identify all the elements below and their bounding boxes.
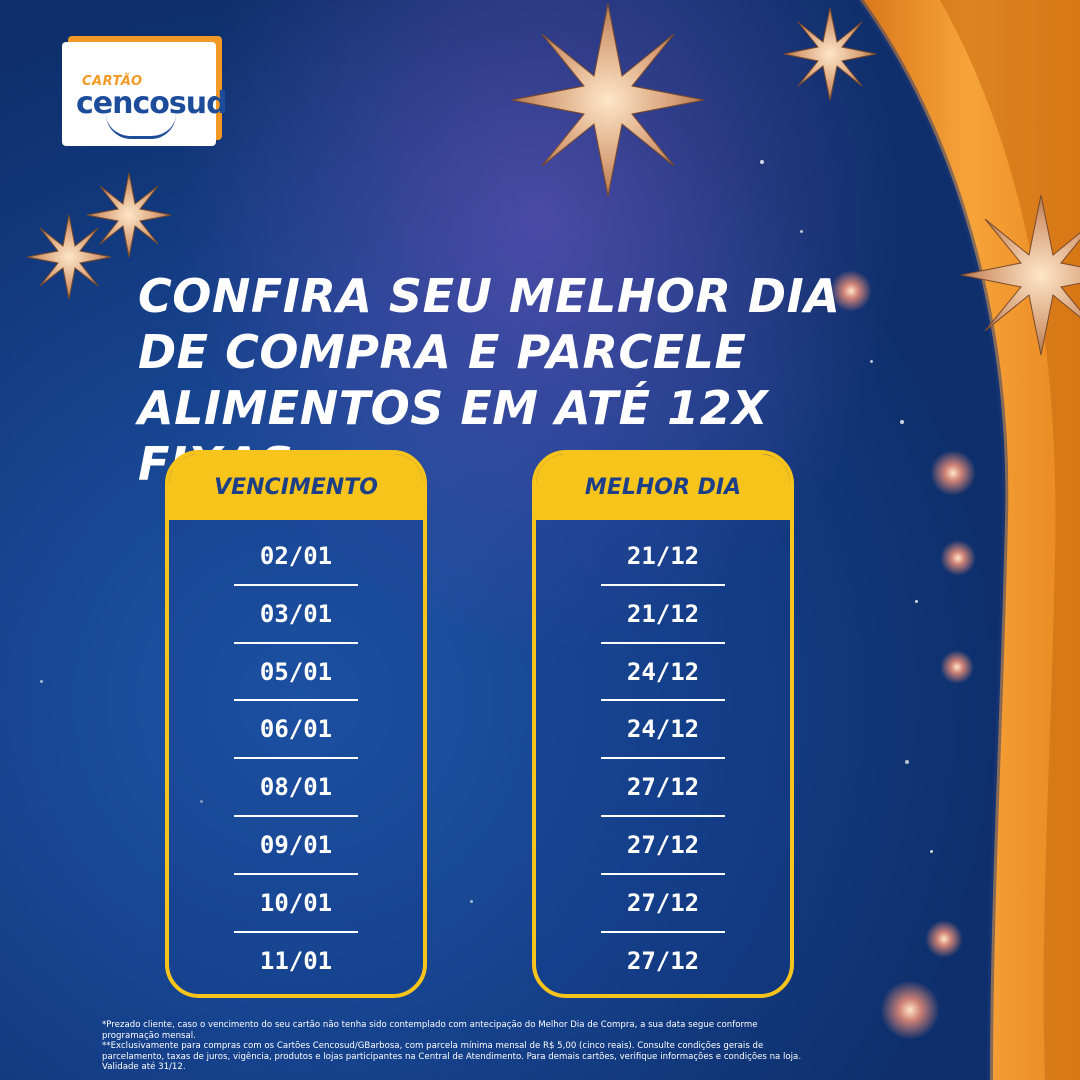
melhor-dia-date: 24/12 xyxy=(626,657,700,686)
disclaimer-line-1: *Prezado cliente, caso o vencimento do s… xyxy=(102,1020,758,1041)
list-item: 24/12 xyxy=(536,654,790,712)
list-item: 21/12 xyxy=(536,596,790,654)
vencimento-date: 09/01 xyxy=(259,830,333,859)
star-ornament-icon xyxy=(86,172,172,258)
cartao-cencosud-logo: CARTÃO cencosud xyxy=(62,42,228,146)
list-item: 27/12 xyxy=(536,827,790,885)
logo-cartao-text: CARTÃO xyxy=(82,74,143,89)
vencimento-list: 02/01 03/01 05/01 06/01 08/01 09/01 10/0… xyxy=(169,538,423,994)
vencimento-date: 10/01 xyxy=(259,888,333,917)
sparkle-icon xyxy=(900,420,904,424)
vencimento-date: 03/01 xyxy=(259,599,333,628)
melhor-dia-date: 21/12 xyxy=(626,599,700,628)
list-item: 11/01 xyxy=(169,943,423,994)
row-divider xyxy=(601,583,725,586)
melhor-dia-date: 27/12 xyxy=(626,888,700,917)
star-ornament-icon xyxy=(783,7,877,101)
list-item: 10/01 xyxy=(169,885,423,943)
vencimento-date: 11/01 xyxy=(259,946,333,975)
light-glow xyxy=(940,540,976,576)
list-item: 05/01 xyxy=(169,654,423,712)
light-glow xyxy=(880,980,940,1040)
list-item: 03/01 xyxy=(169,596,423,654)
melhor-dia-list: 21/12 21/12 24/12 24/12 27/12 27/12 27/1… xyxy=(536,538,790,994)
sparkle-icon xyxy=(470,900,473,903)
sparkle-icon xyxy=(800,230,803,233)
list-item: 02/01 xyxy=(169,538,423,596)
row-divider xyxy=(234,757,358,760)
melhor-dia-date: 27/12 xyxy=(626,830,700,859)
vencimento-date: 05/01 xyxy=(259,657,333,686)
melhor-dia-panel: MELHOR DIA 21/12 21/12 24/12 24/12 27/12… xyxy=(532,450,794,998)
vencimento-header: VENCIMENTO xyxy=(169,454,423,520)
row-divider xyxy=(601,757,725,760)
vencimento-date: 08/01 xyxy=(259,773,333,802)
list-item: 08/01 xyxy=(169,769,423,827)
sparkle-icon xyxy=(930,850,933,853)
list-item: 24/12 xyxy=(536,711,790,769)
light-glow xyxy=(925,920,963,958)
sparkle-icon xyxy=(915,600,918,603)
row-divider xyxy=(234,641,358,644)
melhor-dia-date: 27/12 xyxy=(626,773,700,802)
star-ornament-icon xyxy=(960,194,1080,356)
row-divider xyxy=(601,641,725,644)
row-divider xyxy=(601,814,725,817)
row-divider xyxy=(234,814,358,817)
disclaimer-line-2: **Exclusivamente para compras com os Car… xyxy=(102,1041,802,1072)
list-item: 27/12 xyxy=(536,885,790,943)
row-divider xyxy=(601,872,725,875)
row-divider xyxy=(234,930,358,933)
vencimento-date: 02/01 xyxy=(259,542,333,570)
light-glow xyxy=(930,450,976,496)
melhor-dia-date: 27/12 xyxy=(626,946,700,975)
list-item: 27/12 xyxy=(536,943,790,994)
melhor-dia-header: MELHOR DIA xyxy=(536,454,790,520)
list-item: 06/01 xyxy=(169,711,423,769)
light-glow xyxy=(940,650,974,684)
row-divider xyxy=(234,699,358,702)
list-item: 21/12 xyxy=(536,538,790,596)
row-divider xyxy=(234,872,358,875)
sparkle-icon xyxy=(760,160,764,164)
star-ornament-icon xyxy=(26,214,112,300)
sparkle-icon xyxy=(905,760,909,764)
logo-swoosh xyxy=(106,114,176,139)
row-divider xyxy=(601,699,725,702)
list-item: 27/12 xyxy=(536,769,790,827)
melhor-dia-date: 21/12 xyxy=(626,542,700,570)
star-ornament-icon xyxy=(511,3,705,197)
melhor-dia-date: 24/12 xyxy=(626,715,700,744)
sparkle-icon xyxy=(40,680,43,683)
legal-disclaimer: *Prezado cliente, caso o vencimento do s… xyxy=(102,1020,802,1073)
row-divider xyxy=(234,583,358,586)
list-item: 09/01 xyxy=(169,827,423,885)
row-divider xyxy=(601,930,725,933)
vencimento-date: 06/01 xyxy=(259,715,333,744)
vencimento-panel: VENCIMENTO 02/01 03/01 05/01 06/01 08/01… xyxy=(165,450,427,998)
